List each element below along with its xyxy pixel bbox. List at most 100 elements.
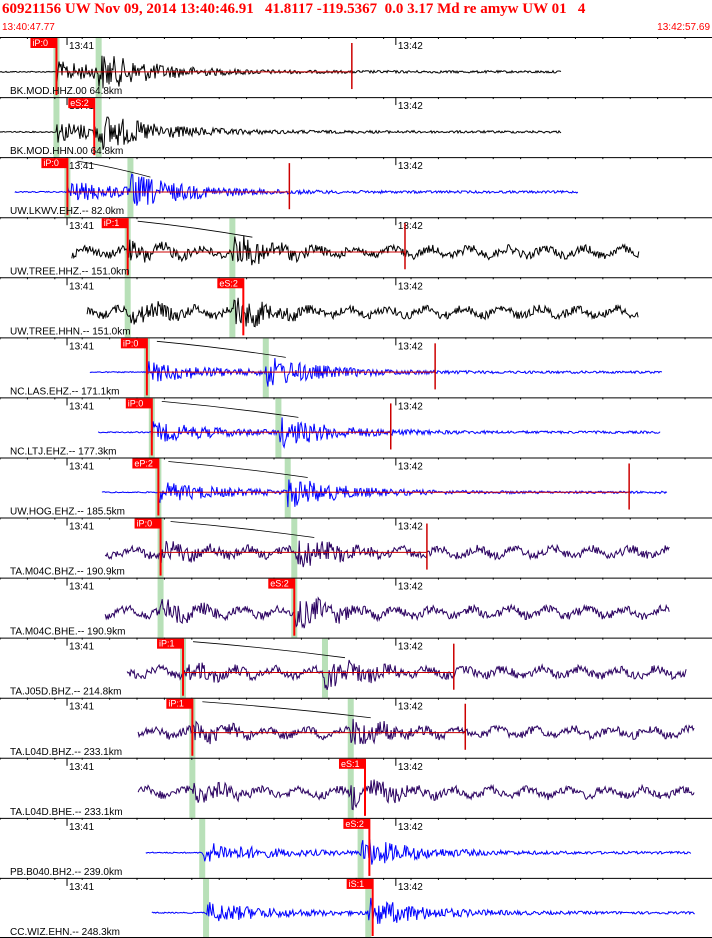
- travel-time-curve: [137, 220, 253, 238]
- station-label: BK.MOD.HHN.00 64.8km: [10, 146, 123, 157]
- pick-flag: [343, 818, 370, 829]
- pick-label: iS:1: [349, 879, 365, 889]
- minute-label: 13:41: [69, 642, 94, 653]
- waveform-trace: [104, 540, 670, 568]
- pick-flag: [30, 38, 57, 48]
- station-label: UW.LKWV.EHZ.-- 82.0km: [10, 206, 124, 217]
- minute-label: 13:41: [69, 341, 94, 352]
- station-panel: 13:41 13:42 eP:2 UW.HOG.EHZ.-- 185.5km: [0, 457, 712, 518]
- station-label: BK.MOD.HHZ.00 64.8km: [10, 86, 122, 97]
- travel-time-curve: [202, 701, 371, 719]
- station-panel: 13:41 13:42 iP:1 UW.TREE.HHZ.-- 151.0km: [0, 217, 712, 277]
- waveform-trace: [89, 358, 663, 387]
- pick-flag: [157, 638, 184, 649]
- pick-flag: [268, 578, 295, 589]
- pick-label: eS:2: [219, 278, 238, 288]
- travel-time-curve: [168, 461, 308, 478]
- pick-label: iP:1: [168, 699, 184, 709]
- event-header: 60921156 UW Nov 09, 2014 13:40:46.91 41.…: [0, 0, 712, 37]
- theoretical-s-band: [275, 398, 282, 458]
- minute-label: 13:41: [69, 522, 94, 533]
- minute-label: 13:41: [69, 762, 94, 773]
- travel-time-curve: [77, 160, 151, 178]
- minute-label: 13:42: [398, 461, 423, 472]
- minute-label: 13:41: [69, 401, 94, 412]
- waveform-trace: [145, 839, 692, 865]
- station-panel: 13:41 13:42 eS:1 TA.L04D.BHE.-- 233.1km: [0, 757, 712, 818]
- pick-flag: [166, 698, 193, 709]
- theoretical-p-band: [157, 578, 164, 638]
- station-panel: 13:41 13:42 iP:1 TA.L04D.BHZ.-- 233.1km: [0, 697, 712, 758]
- travel-time-curve: [170, 521, 315, 538]
- station-label: TA.L04D.BHZ.-- 233.1km: [10, 747, 122, 758]
- minute-label: 13:42: [398, 822, 423, 833]
- waveform-trace: [97, 417, 661, 449]
- station-label: PB.B040.BH2.-- 239.0km: [10, 867, 122, 878]
- minute-label: 13:42: [398, 221, 423, 232]
- station-panel: 13:41 13:42 iP:0 BK.MOD.HHZ.00 64.8km: [0, 37, 712, 97]
- pick-flag: [101, 218, 128, 229]
- station-panel: 13:41 13:42 eS:2 PB.B040.BH2.-- 239.0km: [0, 817, 712, 878]
- theoretical-s-band: [365, 878, 372, 938]
- station-panel: 13:41 13:42 eS:2 TA.M04C.BHE.-- 190.9km: [0, 577, 712, 638]
- pick-label: eP:2: [134, 458, 153, 468]
- minute-label: 13:42: [398, 882, 423, 893]
- station-label: UW.HOG.EHZ.-- 185.5km: [10, 507, 125, 518]
- station-panel: 13:41 13:42 iP:0 NC.LTJ.EHZ.-- 177.3km: [0, 397, 712, 457]
- waveform-trace: [151, 897, 695, 924]
- waveform-trace: [137, 779, 695, 811]
- theoretical-p-band: [124, 278, 131, 338]
- minute-label: 13:41: [69, 281, 94, 292]
- pick-label: iP:0: [128, 398, 144, 408]
- pick-label: eS:2: [345, 819, 364, 829]
- minute-label: 13:42: [398, 41, 423, 52]
- pick-flag: [346, 878, 373, 889]
- station-label: CC.WIZ.EHN.-- 248.3km: [10, 927, 120, 938]
- waveform-trace: [137, 718, 695, 745]
- pick-label: iP:0: [43, 158, 59, 168]
- theoretical-s-band: [229, 218, 236, 278]
- station-label: TA.M04C.BHZ.-- 190.9km: [10, 567, 125, 578]
- minute-label: 13:42: [398, 101, 423, 112]
- minute-label: 13:42: [398, 401, 423, 412]
- pick-flag: [217, 278, 244, 289]
- theoretical-p-band: [199, 818, 206, 878]
- station-panel: 13:41 13:42 iP:0 UW.LKWV.EHZ.-- 82.0km: [0, 157, 712, 217]
- pick-label: eS:1: [341, 759, 360, 769]
- waveform-trace: [101, 479, 668, 508]
- theoretical-s-band: [284, 458, 291, 518]
- pick-label: eS:2: [70, 98, 89, 108]
- minute-label: 13:41: [69, 461, 94, 472]
- window-end-time: 13:42:57.69: [657, 22, 710, 33]
- minute-label: 13:41: [69, 822, 94, 833]
- travel-time-curve: [193, 641, 346, 659]
- waveform-trace: [126, 659, 687, 691]
- waveform-trace: [14, 173, 579, 206]
- minute-label: 13:42: [398, 522, 423, 533]
- minute-label: 13:42: [398, 281, 423, 292]
- station-label: NC.LAS.EHZ.-- 171.1km: [10, 386, 119, 397]
- theoretical-s-band: [321, 638, 328, 698]
- theoretical-s-band: [357, 818, 364, 878]
- minute-label: 13:41: [69, 221, 94, 232]
- minute-label: 13:42: [398, 341, 423, 352]
- station-panel: 13:41 13:42 iP:0 NC.LAS.EHZ.-- 171.1km: [0, 337, 712, 397]
- waveform-trace: [104, 596, 670, 629]
- theoretical-s-band: [347, 698, 354, 758]
- theoretical-s-band: [229, 278, 236, 338]
- travel-time-curve: [161, 401, 299, 418]
- event-title: 60921156 UW Nov 09, 2014 13:40:46.91 41.…: [2, 1, 586, 17]
- pick-flag: [132, 458, 159, 469]
- window-start-time: 13:40:47.77: [2, 22, 55, 33]
- minute-label: 13:42: [398, 161, 423, 172]
- minute-label: 13:42: [398, 762, 423, 773]
- pick-label: iP:0: [123, 338, 139, 348]
- minute-label: 13:41: [69, 41, 94, 52]
- station-label: UW.TREE.HHN.-- 151.0km: [10, 326, 131, 337]
- minute-label: 13:42: [398, 642, 423, 653]
- pick-flag: [338, 758, 365, 769]
- station-panel: 13:41 13:42 eS:2 UW.TREE.HHN.-- 151.0km: [0, 277, 712, 337]
- pick-label: iP:0: [32, 38, 48, 48]
